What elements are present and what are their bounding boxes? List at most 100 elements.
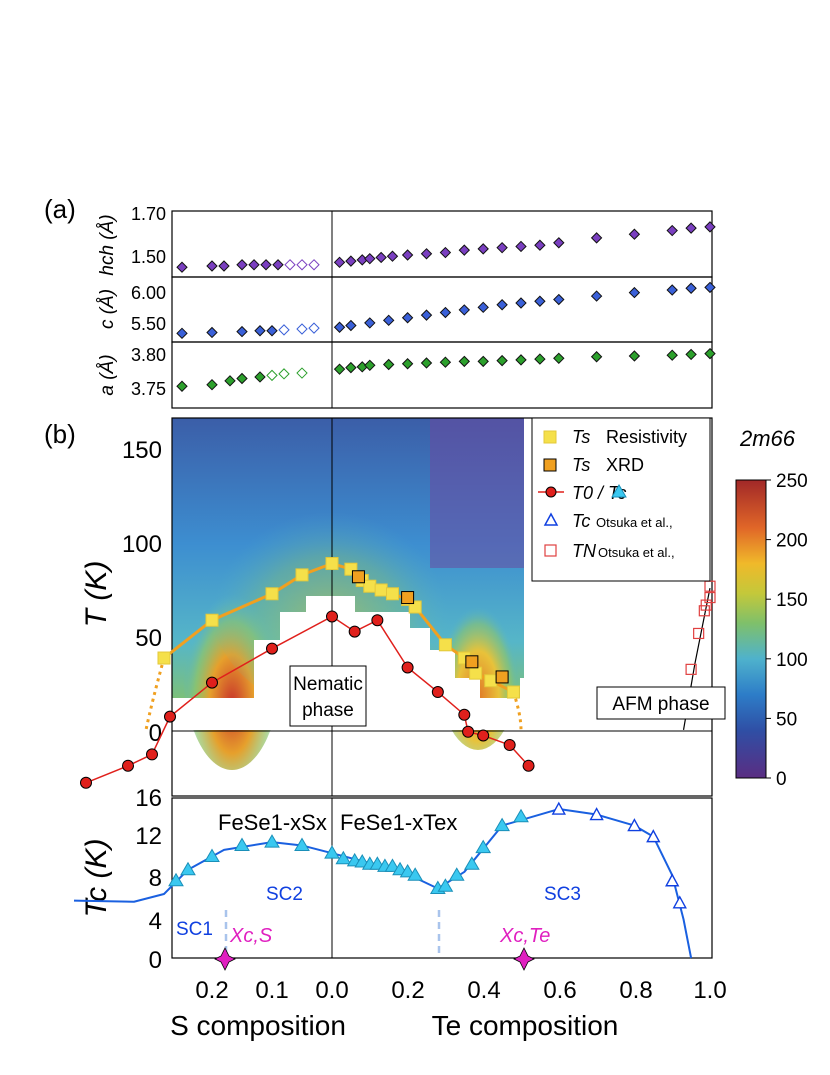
- diamond-point: [176, 327, 188, 340]
- tn-point: [693, 627, 705, 640]
- tc-point: [463, 856, 480, 870]
- tc-point: [264, 834, 280, 848]
- diamond-point: [345, 319, 357, 332]
- diamond-point: [386, 250, 399, 262]
- tc-tick-4: 4: [149, 908, 162, 935]
- diamond-point: [534, 239, 546, 251]
- tc-point: [384, 858, 401, 872]
- hch-axis-label: hch (Å): [97, 214, 118, 275]
- diamond-point: [176, 380, 188, 392]
- diamond-point: [628, 228, 641, 240]
- t-tick-100: 100: [122, 531, 162, 558]
- x-tick-te-0.4: 0.4: [467, 977, 500, 1004]
- x-tick-te-0.2: 0.2: [391, 977, 424, 1004]
- diamond-point: [260, 259, 272, 271]
- panel-c: 12 8 4 0 Tc (K) FeSe1-xSx FeSe1-xTex SC1…: [73, 797, 713, 974]
- t0-point: [146, 748, 158, 761]
- legend-t0-symbol: T0 / Tc: [572, 483, 626, 503]
- colorbar-tick-label: 250: [776, 471, 808, 492]
- diamond-point: [218, 260, 230, 272]
- t0-point: [164, 710, 176, 723]
- x-axis: 0.2 0.1 0.0 0.2 0.4 0.6 0.8 1.0 S compos…: [170, 977, 727, 1041]
- diamond-point: [553, 352, 565, 365]
- diamond-point: [534, 295, 546, 307]
- sc3-label: SC3: [544, 884, 581, 905]
- ts-resistivity-point: [506, 685, 520, 699]
- t0-point: [431, 686, 444, 699]
- t-tick-16: 16: [135, 785, 162, 812]
- t0-point: [477, 729, 490, 742]
- a-axis-label: a (Å): [97, 354, 118, 395]
- tc-point: [234, 837, 250, 851]
- diamond-point: [420, 309, 433, 321]
- t0-point: [503, 738, 516, 751]
- colorbar-tick-label: 200: [776, 531, 808, 552]
- colorbar-tick-label: 150: [776, 590, 808, 611]
- tn-point: [698, 605, 710, 617]
- t0-point: [458, 708, 471, 721]
- tc-tick-8: 8: [149, 865, 162, 892]
- diamond-point: [266, 369, 278, 382]
- c-tick-550: 5.50: [131, 314, 166, 334]
- diamond-point: [477, 355, 489, 368]
- legend-ts-xrd-symbol: Ts: [572, 455, 590, 475]
- panel-label-a: (a): [44, 194, 76, 224]
- tc-point: [437, 878, 454, 892]
- tc-tick-12: 12: [135, 823, 162, 850]
- xcs-label: Xc,S: [229, 925, 273, 947]
- tn-point: [700, 599, 712, 611]
- tc-point: [475, 839, 492, 854]
- t0-point: [348, 625, 361, 638]
- diamond-point: [176, 261, 188, 273]
- t0-point: [326, 610, 338, 623]
- tc-point: [180, 861, 196, 876]
- hch-tick-150: 1.50: [131, 247, 166, 267]
- diamond-point: [296, 367, 308, 379]
- ts-resistivity-point: [374, 583, 388, 597]
- s-composition-label: S composition: [170, 1010, 346, 1041]
- x-tick-s-0.0: 0.0: [315, 977, 348, 1004]
- ts-resistivity-point: [325, 557, 339, 571]
- diamond-point: [553, 237, 565, 249]
- c-axis-label: c (Å): [97, 289, 118, 329]
- diamond-point: [515, 297, 527, 309]
- ts-resistivity-point: [385, 587, 399, 601]
- colorbar-ticks: 0 50 100 150 200 250: [766, 471, 808, 790]
- legend-ts-res-marker: [543, 430, 557, 444]
- legend-ts-xrd-marker: [543, 458, 557, 472]
- t0-point: [266, 642, 278, 655]
- ts-extension-s: [144, 657, 166, 731]
- diamond-point: [685, 222, 697, 234]
- diamond-point: [254, 371, 266, 383]
- diamond-point: [236, 325, 248, 338]
- legend-t0-marker: [545, 486, 557, 498]
- ts-resistivity-point: [205, 613, 219, 627]
- legend-ts-res-text: Resistivity: [606, 427, 687, 447]
- panel-a-a: 3.80 3.75 a (Å): [97, 341, 716, 409]
- diamond-point: [364, 317, 376, 329]
- diamond-point: [278, 324, 290, 336]
- diamond-point: [590, 232, 603, 244]
- t-axis-label: T (K): [80, 561, 113, 628]
- diamond-point: [477, 301, 489, 314]
- panel-a-hch: 1.70 1.50 hch (Å): [97, 204, 716, 278]
- legend-tn-text: Otsuka et al.,: [598, 545, 675, 560]
- tc-otsuka-point: [672, 895, 687, 909]
- tc-point: [168, 872, 184, 887]
- diamond-point: [382, 314, 395, 327]
- sc1-label: SC1: [176, 919, 213, 940]
- tc-point: [494, 817, 510, 832]
- t0-point: [371, 614, 384, 627]
- diamond-point: [308, 259, 320, 271]
- hch-points: [176, 221, 716, 273]
- panel-b: 150 100 50 0 16 T (K) Nematic phase AFM …: [80, 417, 726, 812]
- t0-point: [80, 776, 92, 789]
- diamond-point: [224, 375, 236, 387]
- legend-tn-marker: [544, 544, 557, 557]
- diamond-point: [439, 306, 452, 319]
- t-tick-0: 0: [149, 720, 162, 747]
- t0-point: [462, 725, 475, 738]
- tn-point: [704, 591, 716, 604]
- panel-a-c: 6.00 5.50 c (Å): [97, 276, 716, 343]
- a-tick-375: 3.75: [131, 379, 166, 399]
